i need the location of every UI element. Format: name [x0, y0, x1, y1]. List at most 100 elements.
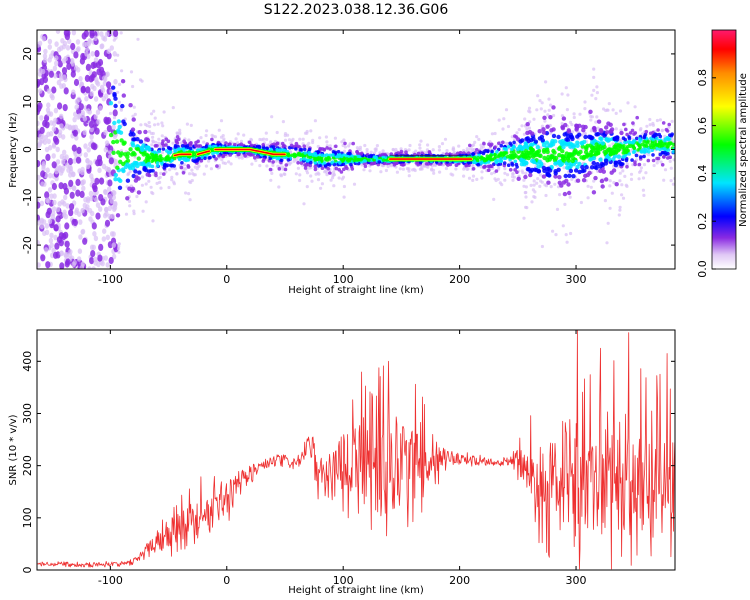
ridge-point — [590, 148, 595, 154]
ridge-point — [637, 162, 642, 167]
ridge-point — [528, 146, 534, 151]
halo-point — [462, 174, 466, 178]
noise-point — [73, 65, 79, 71]
noise-point — [57, 132, 62, 139]
halo-point — [569, 231, 573, 236]
halo-point — [532, 179, 536, 183]
ridge-point — [668, 141, 673, 146]
halo-point — [418, 143, 422, 147]
y-tick-label: 20 — [21, 47, 34, 61]
halo-point — [625, 184, 629, 188]
halo-point — [116, 90, 120, 94]
noise-point — [38, 133, 43, 140]
ridge-point — [581, 178, 587, 183]
halo-point — [310, 179, 314, 183]
ridge-point — [571, 143, 577, 148]
noise-point — [88, 75, 94, 83]
noise-point — [42, 76, 49, 84]
noise-point — [62, 194, 68, 201]
noise-point — [106, 167, 112, 173]
ridge-point — [509, 150, 514, 154]
halo-point — [265, 143, 269, 147]
halo-point — [663, 168, 668, 172]
ridge-point — [628, 140, 632, 145]
noise-point — [89, 90, 94, 97]
ridge-point — [505, 154, 510, 159]
ridge-point — [551, 148, 556, 154]
halo-point — [658, 118, 663, 122]
ridge-point — [148, 164, 152, 168]
ridge-point — [544, 140, 549, 145]
noise-point — [55, 206, 61, 213]
noise-point — [53, 73, 58, 79]
noise-point — [107, 213, 112, 220]
ridge-point — [446, 163, 450, 167]
halo-point — [670, 119, 674, 123]
ridge-core — [196, 150, 211, 156]
halo-point — [341, 175, 346, 179]
noise-point — [76, 256, 82, 262]
halo-point — [564, 233, 568, 237]
ridge-point — [560, 126, 566, 131]
noise-point — [48, 144, 53, 151]
noise-point — [44, 191, 50, 199]
noise-point — [58, 170, 64, 176]
noise-point — [100, 260, 105, 267]
halo-point — [641, 188, 646, 192]
ridge-point — [517, 144, 523, 149]
halo-point — [490, 132, 494, 136]
x-tick-label: 100 — [333, 273, 354, 286]
noise-point — [107, 179, 113, 187]
noise-point — [71, 144, 77, 152]
spectrogram-noise — [37, 30, 119, 269]
halo-point — [296, 166, 300, 170]
halo-point — [373, 147, 377, 151]
halo-point — [566, 93, 570, 97]
noise-point — [37, 240, 40, 246]
halo-point — [570, 130, 575, 134]
ridge-point — [499, 143, 504, 148]
noise-point — [99, 177, 105, 185]
noise-point — [59, 113, 64, 120]
ridge-point — [475, 148, 479, 152]
ridge-point — [514, 153, 518, 158]
halo-point — [362, 168, 366, 172]
halo-point — [112, 294, 115, 297]
noise-point — [41, 165, 46, 172]
ridge-point — [275, 141, 280, 146]
ridge-point — [574, 123, 579, 128]
noise-point — [112, 109, 118, 117]
ridge-point — [327, 163, 332, 167]
halo-point — [443, 137, 448, 141]
ridge-point — [239, 142, 244, 146]
ridge-point — [325, 146, 329, 150]
halo-point — [608, 206, 612, 210]
halo-point — [112, 23, 115, 26]
halo-point — [162, 110, 166, 114]
halo-point — [118, 82, 122, 86]
halo-point — [319, 186, 323, 190]
ridge-point — [236, 152, 241, 156]
ridge-point — [138, 139, 144, 144]
halo-point — [153, 116, 157, 120]
ridge-point — [317, 160, 322, 165]
ridge-point — [656, 128, 660, 132]
ridge-point — [312, 156, 317, 161]
ridge-point — [328, 147, 332, 151]
halo-point — [639, 166, 644, 170]
ridge-point — [113, 130, 118, 135]
halo-point — [275, 130, 279, 135]
ridge-point — [631, 140, 635, 145]
noise-point — [72, 218, 78, 227]
noise-point — [88, 120, 95, 129]
ridge-core — [214, 148, 286, 156]
ridge-point — [149, 169, 153, 173]
halo-point — [298, 173, 302, 177]
halo-point — [117, 242, 121, 246]
noise-point — [46, 88, 52, 94]
ridge-point — [284, 163, 289, 167]
noise-point — [54, 55, 59, 61]
ridge-point — [522, 144, 527, 150]
ridge-point — [177, 137, 181, 142]
noise-point — [42, 230, 47, 237]
